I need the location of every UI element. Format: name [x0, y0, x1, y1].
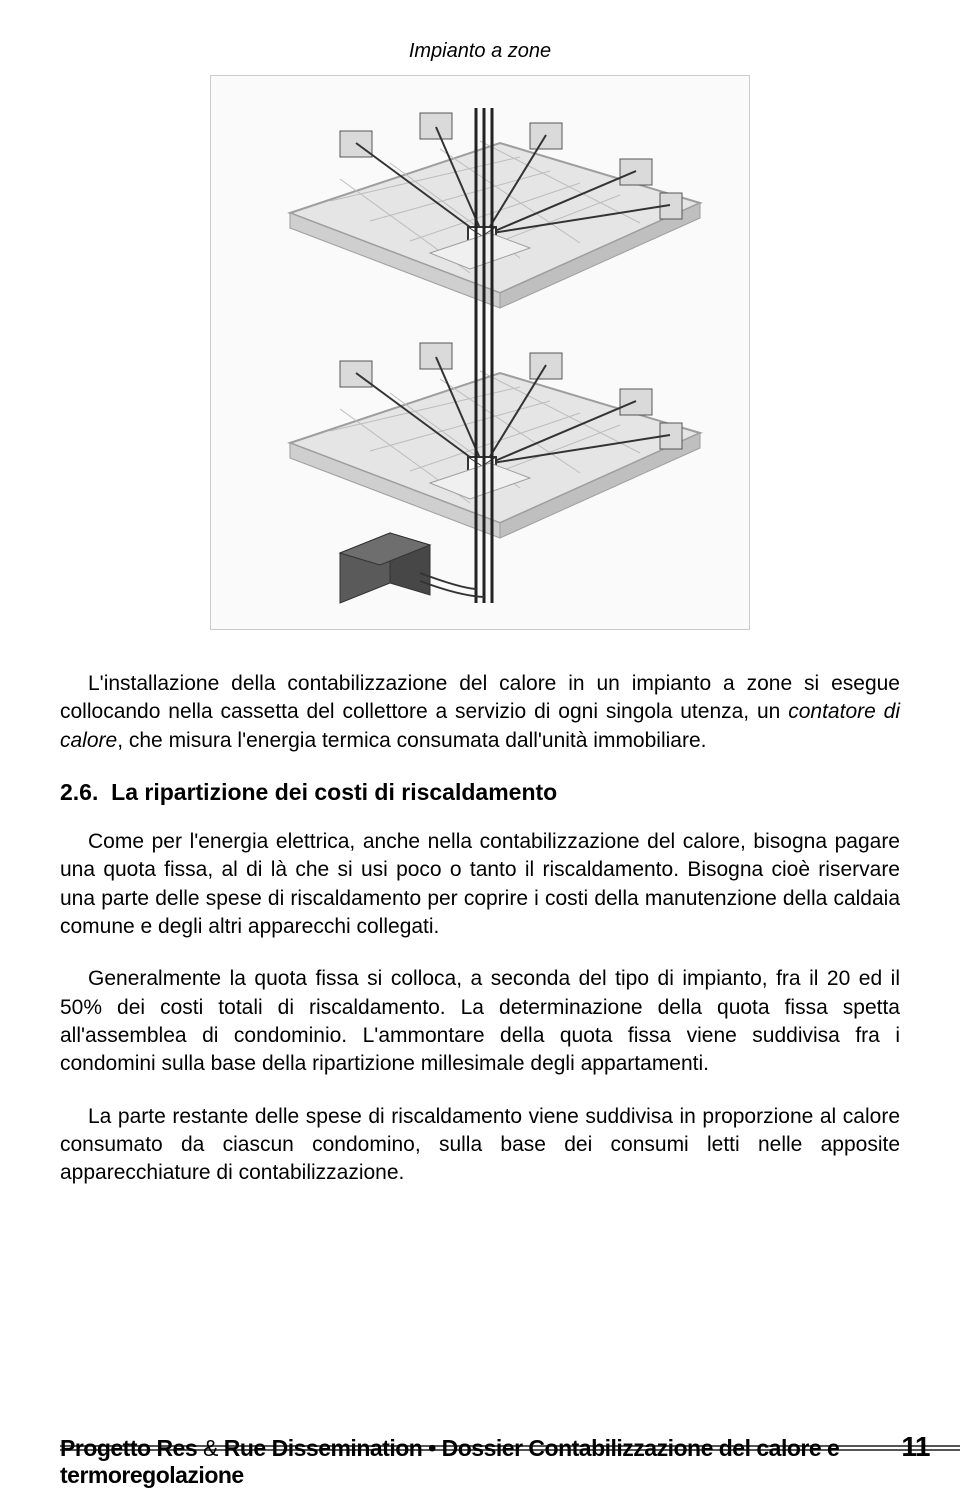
- p1-text-suffix: , che misura l'energia termica consumata…: [117, 729, 706, 752]
- figure-box: [210, 75, 750, 630]
- section-heading: 2.6. La ripartizione dei costi di riscal…: [60, 779, 900, 806]
- paragraph-3: Generalmente la quota fissa si colloca, …: [60, 965, 900, 1078]
- heading-number: 2.6.: [60, 779, 98, 805]
- page-footer: Progetto Res & Rue Dissemination • Dossi…: [0, 1431, 960, 1489]
- paragraph-4: La parte restante delle spese di riscald…: [60, 1103, 900, 1188]
- paragraph-1: L'installazione della contabilizzazione …: [60, 670, 900, 755]
- p1-text-prefix: L'installazione della contabilizzazione …: [60, 672, 900, 723]
- footer-ampersand: &: [203, 1435, 218, 1461]
- footer-left-1: Progetto Res: [60, 1435, 203, 1461]
- figure-title: Impianto a zone: [60, 40, 900, 63]
- page-number: 11: [901, 1431, 930, 1463]
- footer-text: Progetto Res & Rue Dissemination • Dossi…: [60, 1435, 881, 1489]
- zone-system-diagram: [220, 83, 740, 623]
- paragraph-2: Come per l'energia elettrica, anche nell…: [60, 828, 900, 941]
- heading-title: La ripartizione dei costi di riscaldamen…: [111, 779, 557, 805]
